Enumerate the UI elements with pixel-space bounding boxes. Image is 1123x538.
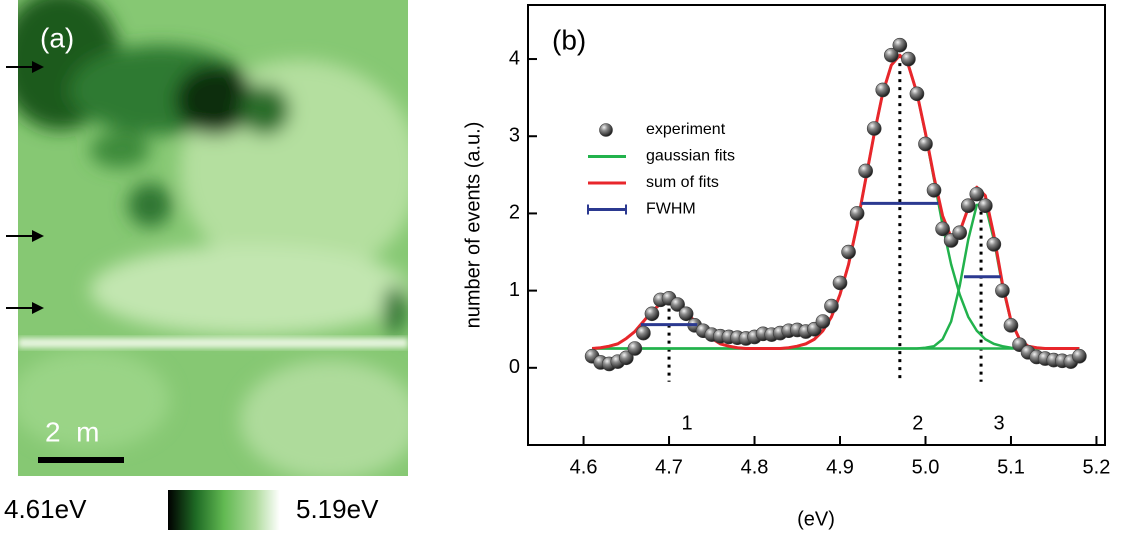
experiment-point [918,136,933,152]
experiment-point [866,121,882,136]
legend-marker [599,123,613,137]
experiment-point [969,186,985,202]
experiment-point [832,275,848,291]
experiment-point [986,236,1002,252]
y-tick-label: 4 [509,47,520,69]
x-tick-label: 5.0 [912,456,940,478]
experiment-point [678,306,694,322]
x-tick-label: 5.1 [997,456,1025,478]
experiment-point [960,198,976,214]
x-tick-label: 4.8 [741,456,769,478]
legend-label: FWHM [646,201,696,218]
colorbar-max-label: 5.19eV [296,494,379,524]
y-tick-label: 0 [509,356,520,378]
legend-label: sum of fits [646,174,719,191]
experiment-point [619,350,634,366]
y-tick-label: 3 [509,125,520,147]
panel-label: (a) [40,22,74,53]
legend-label: gaussian fits [646,148,735,165]
experiment-point [1072,348,1087,364]
arrows [6,61,44,314]
colorbar-min-label: 4.61eV [4,494,87,524]
experiment-point [883,47,899,63]
legend-label: experiment [646,121,726,138]
experiment-point [824,298,839,314]
x-tick-label: 5.2 [1083,456,1111,478]
experiment-point [926,182,942,198]
experiment-point [644,306,660,322]
experiment-point [815,314,831,329]
peak-label: 3 [993,412,1004,434]
peak-label: 2 [912,412,923,434]
y-axis-label: number of events (a.u.) [462,122,484,329]
peak-label: 1 [681,412,692,434]
scale-bar-label: 2 m [45,416,99,447]
y-tick-label: 2 [509,202,520,224]
experiment-point [901,51,916,67]
experiment-point [1003,318,1019,333]
experiment-point [892,37,908,53]
experiment-point [978,198,993,214]
experiment-point [627,341,643,356]
x-tick-label: 4.6 [570,456,598,478]
experiment-point [952,225,967,241]
experiment-point [858,163,873,179]
x-axis-label: (eV) [797,508,835,530]
x-tick-label: 4.9 [826,456,854,478]
x-tick-label: 4.7 [655,456,683,478]
experiment-point [841,244,856,260]
y-tick-label: 1 [509,279,520,301]
colorbar [168,490,280,530]
experiment-point [875,82,891,98]
plot-frame [527,4,1106,446]
experiment-point [995,283,1010,298]
experiment-point [636,325,651,341]
panel-label: (b) [552,24,586,55]
experiment-point [909,86,925,102]
experiment-point [670,297,685,312]
experiment-point [935,221,950,237]
experiment-point [849,206,865,221]
surface-map [18,0,408,476]
